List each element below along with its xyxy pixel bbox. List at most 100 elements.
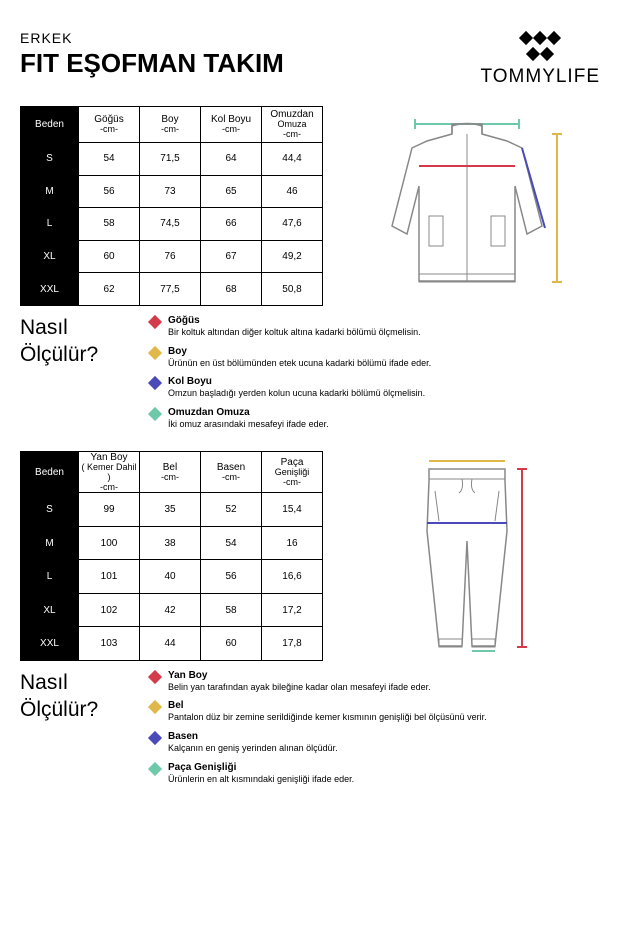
legend-diamond-icon xyxy=(148,731,162,745)
legend-item: BelPantalon düz bir zemine serildiğinde … xyxy=(150,699,600,724)
value-cell: 102 xyxy=(79,593,140,626)
size-cell: S xyxy=(21,493,79,526)
legend-item: Omuzdan Omuzaİki omuz arasındaki mesafey… xyxy=(150,406,600,431)
size-header: Beden xyxy=(21,107,79,143)
size-cell: XL xyxy=(21,240,79,273)
category-label: ERKEK xyxy=(20,30,284,46)
legend-item: Paça GenişliğiÜrünlerin en alt kısmındak… xyxy=(150,761,600,786)
value-cell: 56 xyxy=(79,175,140,208)
size-cell: XXL xyxy=(21,273,79,306)
value-cell: 16 xyxy=(262,526,323,559)
size-cell: XL xyxy=(21,593,79,626)
size-cell: XXL xyxy=(21,627,79,661)
value-cell: 44,4 xyxy=(262,143,323,176)
brand-name: TOMMYLIFE xyxy=(481,66,601,88)
table-row: XL102425817,2 xyxy=(21,593,323,626)
pants-legend: Yan BoyBelin yan tarafından ayak bileğin… xyxy=(150,669,600,792)
legend-text: Yan BoyBelin yan tarafından ayak bileğin… xyxy=(168,669,431,694)
value-cell: 62 xyxy=(79,273,140,306)
legend-diamond-icon xyxy=(148,376,162,390)
title-block: ERKEK FIT EŞOFMAN TAKIM xyxy=(20,30,284,79)
value-cell: 47,6 xyxy=(262,208,323,241)
table-row: L101405616,6 xyxy=(21,560,323,593)
howto-jacket: NasılÖlçülür? GöğüsBir koltuk altından d… xyxy=(20,314,600,437)
size-cell: L xyxy=(21,560,79,593)
value-cell: 73 xyxy=(140,175,201,208)
value-cell: 42 xyxy=(140,593,201,626)
legend-diamond-icon xyxy=(148,762,162,776)
value-cell: 60 xyxy=(79,240,140,273)
legend-text: GöğüsBir koltuk altından diğer koltuk al… xyxy=(168,314,421,339)
table-row: M56736546 xyxy=(21,175,323,208)
legend-item: BasenKalçanın en geniş yerinden alınan ö… xyxy=(150,730,600,755)
legend-diamond-icon xyxy=(148,407,162,421)
value-cell: 16,6 xyxy=(262,560,323,593)
size-header: Beden xyxy=(21,451,79,493)
value-cell: 67 xyxy=(201,240,262,273)
value-cell: 68 xyxy=(201,273,262,306)
table-row: M100385416 xyxy=(21,526,323,559)
value-cell: 15,4 xyxy=(262,493,323,526)
measure-header: Basen-cm- xyxy=(201,451,262,493)
legend-text: BelPantalon düz bir zemine serildiğinde … xyxy=(168,699,487,724)
legend-diamond-icon xyxy=(148,670,162,684)
product-title: FIT EŞOFMAN TAKIM xyxy=(20,48,284,79)
pants-row: BedenYan Boy( Kemer Dahil )-cm-Bel-cm-Ba… xyxy=(20,451,600,661)
size-cell: M xyxy=(21,526,79,559)
brand-logo-icon xyxy=(481,30,601,64)
value-cell: 99 xyxy=(79,493,140,526)
measure-header: OmuzdanOmuza-cm- xyxy=(262,107,323,143)
value-cell: 46 xyxy=(262,175,323,208)
measure-header: Boy-cm- xyxy=(140,107,201,143)
legend-item: GöğüsBir koltuk altından diğer koltuk al… xyxy=(150,314,600,339)
legend-item: Yan BoyBelin yan tarafından ayak bileğin… xyxy=(150,669,600,694)
value-cell: 71,5 xyxy=(140,143,201,176)
table-row: XL60766749,2 xyxy=(21,240,323,273)
value-cell: 101 xyxy=(79,560,140,593)
value-cell: 56 xyxy=(201,560,262,593)
value-cell: 77,5 xyxy=(140,273,201,306)
value-cell: 52 xyxy=(201,493,262,526)
value-cell: 74,5 xyxy=(140,208,201,241)
jacket-illustration xyxy=(333,106,600,306)
value-cell: 54 xyxy=(79,143,140,176)
value-cell: 66 xyxy=(201,208,262,241)
page-header: ERKEK FIT EŞOFMAN TAKIM TOMMYLIFE xyxy=(20,30,600,88)
jacket-size-table: BedenGöğüs-cm-Boy-cm-Kol Boyu-cm-Omuzdan… xyxy=(20,106,323,306)
legend-item: Kol BoyuOmzun başladığı yerden kolun ucu… xyxy=(150,375,600,400)
legend-diamond-icon xyxy=(148,315,162,329)
value-cell: 64 xyxy=(201,143,262,176)
legend-item: BoyÜrünün en üst bölümünden etek ucuna k… xyxy=(150,345,600,370)
howto-pants: NasılÖlçülür? Yan BoyBelin yan tarafında… xyxy=(20,669,600,792)
table-row: XXL103446017,8 xyxy=(21,627,323,661)
value-cell: 49,2 xyxy=(262,240,323,273)
table-row: L5874,56647,6 xyxy=(21,208,323,241)
legend-diamond-icon xyxy=(148,346,162,360)
value-cell: 17,8 xyxy=(262,627,323,661)
measure-header: Göğüs-cm- xyxy=(79,107,140,143)
legend-text: Omuzdan Omuzaİki omuz arasındaki mesafey… xyxy=(168,406,329,431)
value-cell: 44 xyxy=(140,627,201,661)
legend-text: BasenKalçanın en geniş yerinden alınan ö… xyxy=(168,730,338,755)
measure-header: Kol Boyu-cm- xyxy=(201,107,262,143)
table-row: XXL6277,56850,8 xyxy=(21,273,323,306)
value-cell: 50,8 xyxy=(262,273,323,306)
table-row: S99355215,4 xyxy=(21,493,323,526)
value-cell: 35 xyxy=(140,493,201,526)
howto-question: NasılÖlçülür? xyxy=(20,669,130,724)
table-row: S5471,56444,4 xyxy=(21,143,323,176)
legend-text: BoyÜrünün en üst bölümünden etek ucuna k… xyxy=(168,345,431,370)
value-cell: 17,2 xyxy=(262,593,323,626)
size-cell: L xyxy=(21,208,79,241)
legend-diamond-icon xyxy=(148,700,162,714)
value-cell: 60 xyxy=(201,627,262,661)
legend-text: Kol BoyuOmzun başladığı yerden kolun ucu… xyxy=(168,375,425,400)
pants-size-table: BedenYan Boy( Kemer Dahil )-cm-Bel-cm-Ba… xyxy=(20,451,323,661)
value-cell: 38 xyxy=(140,526,201,559)
value-cell: 54 xyxy=(201,526,262,559)
pants-illustration xyxy=(333,451,600,661)
jacket-row: BedenGöğüs-cm-Boy-cm-Kol Boyu-cm-Omuzdan… xyxy=(20,106,600,306)
size-cell: S xyxy=(21,143,79,176)
value-cell: 103 xyxy=(79,627,140,661)
value-cell: 58 xyxy=(201,593,262,626)
